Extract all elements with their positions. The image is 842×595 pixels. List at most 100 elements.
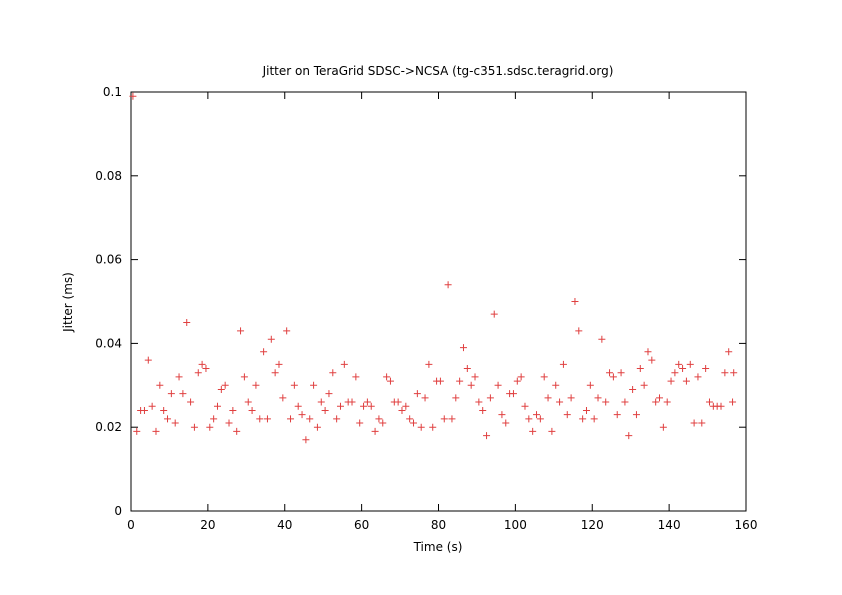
data-point: [167, 390, 175, 398]
data-point: [467, 381, 475, 389]
data-point: [244, 398, 252, 406]
data-point: [529, 427, 537, 435]
data-point: [175, 373, 183, 381]
data-point: [225, 419, 233, 427]
data-point: [667, 377, 675, 385]
data-point: [290, 381, 298, 389]
x-tick-label: 140: [658, 518, 681, 532]
data-point: [371, 427, 379, 435]
data-point: [730, 369, 738, 377]
data-point: [133, 427, 141, 435]
data-point: [313, 423, 321, 431]
data-point: [194, 369, 202, 377]
data-point: [298, 411, 306, 419]
data-point: [329, 369, 337, 377]
data-point: [567, 394, 575, 402]
data-point: [367, 402, 375, 410]
data-point: [275, 360, 283, 368]
data-point: [148, 402, 156, 410]
data-point: [213, 402, 221, 410]
data-point: [217, 385, 225, 393]
data-point: [398, 406, 406, 414]
data-point: [629, 385, 637, 393]
data-point: [556, 398, 564, 406]
data-points: [129, 92, 738, 444]
data-point: [456, 377, 464, 385]
data-point: [486, 394, 494, 402]
data-point: [494, 381, 502, 389]
data-point: [533, 411, 541, 419]
x-tick-label: 120: [581, 518, 604, 532]
data-point: [429, 423, 437, 431]
data-point: [498, 411, 506, 419]
data-point: [602, 398, 610, 406]
x-tick-label: 100: [504, 518, 527, 532]
data-point: [563, 411, 571, 419]
x-tick-label: 40: [277, 518, 292, 532]
data-point: [421, 394, 429, 402]
x-tick-label: 60: [354, 518, 369, 532]
x-tick-label: 80: [431, 518, 446, 532]
data-point: [444, 281, 452, 289]
data-point: [702, 365, 710, 373]
data-point: [402, 402, 410, 410]
data-point: [306, 415, 314, 423]
data-point: [425, 360, 433, 368]
data-point: [436, 377, 444, 385]
data-point: [356, 419, 364, 427]
data-point: [705, 398, 713, 406]
data-point: [317, 398, 325, 406]
data-point: [240, 373, 248, 381]
data-point: [171, 419, 179, 427]
data-point: [640, 381, 648, 389]
data-point: [636, 365, 644, 373]
data-point: [679, 365, 687, 373]
data-point: [552, 381, 560, 389]
data-point: [206, 423, 214, 431]
data-point: [690, 419, 698, 427]
y-tick-label: 0: [114, 504, 122, 518]
data-point: [675, 360, 683, 368]
y-tick-label: 0.1: [103, 85, 122, 99]
data-point: [513, 377, 521, 385]
data-point: [471, 373, 479, 381]
data-point: [682, 377, 690, 385]
data-point: [187, 398, 195, 406]
data-point: [575, 327, 583, 335]
y-tick-label: 0.02: [95, 420, 122, 434]
data-point: [198, 360, 206, 368]
data-point: [613, 411, 621, 419]
data-point: [479, 406, 487, 414]
data-point: [475, 398, 483, 406]
data-point: [383, 373, 391, 381]
data-point: [252, 381, 260, 389]
y-axis-label: Jitter (ms): [61, 272, 75, 333]
data-point: [448, 415, 456, 423]
data-point: [452, 394, 460, 402]
data-point: [140, 406, 148, 414]
data-point: [698, 419, 706, 427]
data-point: [379, 419, 387, 427]
data-point: [287, 415, 295, 423]
data-point: [694, 373, 702, 381]
data-point: [271, 369, 279, 377]
chart-title: Jitter on TeraGrid SDSC->NCSA (tg-c351.s…: [262, 64, 614, 78]
data-point: [659, 423, 667, 431]
x-tick-label: 160: [735, 518, 758, 532]
x-axis-ticks: 0 20 40 60 80 100 120 140 160: [127, 92, 757, 532]
data-point: [152, 427, 160, 435]
data-point: [394, 398, 402, 406]
data-point: [617, 369, 625, 377]
data-point: [609, 373, 617, 381]
data-point: [590, 415, 598, 423]
data-point: [375, 415, 383, 423]
data-point: [129, 92, 137, 100]
data-point: [540, 373, 548, 381]
data-point: [517, 373, 525, 381]
data-point: [144, 356, 152, 364]
data-point: [348, 398, 356, 406]
data-point: [440, 415, 448, 423]
x-axis-label: Time (s): [413, 540, 463, 554]
